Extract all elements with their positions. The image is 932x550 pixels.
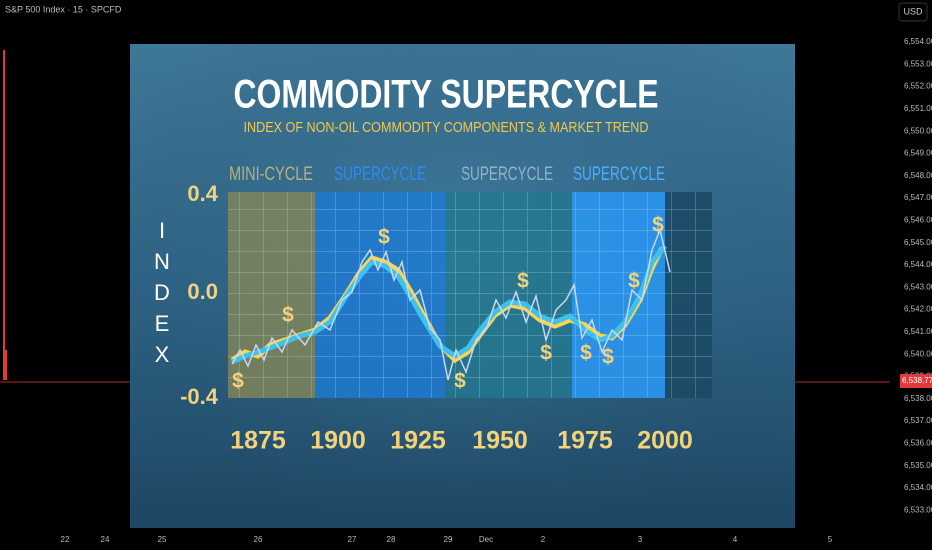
dollar-sign: $ — [628, 270, 640, 293]
currency-button[interactable] — [898, 2, 928, 22]
time-label: 24 — [101, 535, 110, 544]
embedded-image — [130, 44, 795, 528]
price-label: 6,533.00 — [904, 505, 932, 514]
axis-letter: N — [154, 249, 170, 274]
raw-line — [231, 227, 671, 381]
image-title: COMMODITY SUPERCYCLE — [234, 73, 659, 117]
time-label: 29 — [444, 535, 453, 544]
time-label: 27 — [348, 535, 357, 544]
price-label: 6,552.00 — [904, 82, 932, 91]
price-label: 6,535.00 — [904, 461, 932, 470]
price-label: 6,538.00 — [904, 394, 932, 403]
price-label: 6,543.00 — [904, 282, 932, 291]
time-label: 26 — [254, 535, 263, 544]
current-price-box — [900, 374, 932, 388]
dollar-sign: $ — [282, 304, 294, 327]
price-axis — [890, 0, 932, 550]
price-label: 6,546.00 — [904, 216, 932, 225]
price-label: 6,537.00 — [904, 416, 932, 425]
dollar-sign: $ — [580, 342, 592, 365]
price-label: 6,541.00 — [904, 327, 932, 336]
y-label: 0.0 — [187, 279, 218, 304]
price-label: 6,554.00 — [904, 37, 932, 46]
candle — [3, 350, 7, 380]
axis-letter: X — [155, 342, 170, 367]
dollar-sign: $ — [517, 270, 529, 293]
price-label: 6,542.00 — [904, 305, 932, 314]
symbol: S&P 500 Index · 15 · SPCFD — [5, 4, 122, 14]
x-label: 1900 — [310, 427, 366, 455]
band-label: SUPERCYCLE — [334, 164, 426, 185]
x-label: 2000 — [637, 427, 693, 455]
price-label: 6,547.00 — [904, 193, 932, 202]
y-label: -0.4 — [180, 384, 219, 409]
time-label: 2 — [541, 535, 546, 544]
price-label: 6,549.00 — [904, 149, 932, 158]
time-label: 5 — [828, 535, 833, 544]
time-label: Dec — [479, 535, 493, 544]
dollar-sign: $ — [378, 226, 390, 249]
x-label: 1875 — [230, 427, 286, 455]
x-label: 1950 — [472, 427, 528, 455]
price-label: 6,550.00 — [904, 126, 932, 135]
dollar-sign: $ — [652, 214, 664, 237]
dollar-sign: $ — [540, 342, 552, 365]
dollar-sign: $ — [232, 370, 244, 393]
x-label: 1975 — [557, 427, 613, 455]
price-label: 6,551.00 — [904, 104, 932, 113]
time-label: 3 — [638, 535, 643, 544]
time-label: 25 — [158, 535, 167, 544]
axis-letter: D — [154, 280, 170, 305]
price-label: 6,548.00 — [904, 171, 932, 180]
band-label: MINI-CYCLE — [229, 164, 313, 185]
time-label: 22 — [61, 535, 70, 544]
image-subtitle: INDEX OF NON-OIL COMMODITY COMPONENTS & … — [244, 119, 649, 136]
price-label: 6,545.00 — [904, 238, 932, 247]
y-label: 0.4 — [187, 181, 218, 206]
image-top-bar — [130, 0, 796, 44]
price-label: 6,553.00 — [904, 59, 932, 68]
x-label: 1925 — [390, 427, 446, 455]
axis-letter: E — [155, 311, 170, 336]
current-price: 6,538.77 — [902, 376, 932, 385]
axis-letter: I — [159, 218, 165, 243]
price-label: 6,536.00 — [904, 439, 932, 448]
price-label: 6,540.00 — [904, 349, 932, 358]
price-label: 6,534.00 — [904, 483, 932, 492]
time-label: 28 — [387, 535, 396, 544]
dollar-sign: $ — [454, 370, 466, 393]
price-label: 6,544.00 — [904, 260, 932, 269]
currency: USD — [903, 6, 923, 16]
dollar-sign: $ — [602, 346, 614, 369]
time-label: 4 — [733, 535, 738, 544]
band-label: SUPERCYCLE — [573, 164, 665, 185]
band-label: SUPERCYCLE — [461, 164, 553, 185]
